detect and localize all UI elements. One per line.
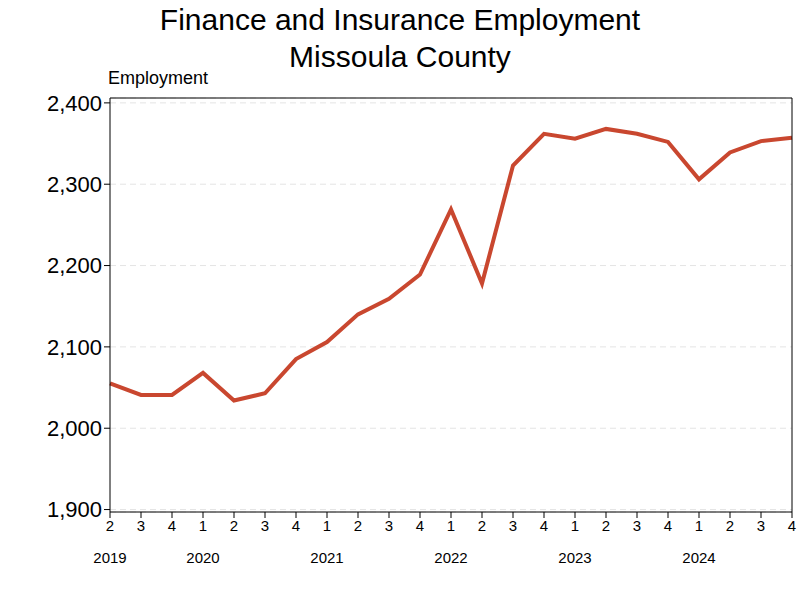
svg-text:2020: 2020 (186, 549, 219, 566)
svg-text:2,000: 2,000 (47, 416, 102, 441)
svg-text:1: 1 (695, 517, 703, 534)
svg-text:2,100: 2,100 (47, 335, 102, 360)
svg-text:4: 4 (664, 517, 672, 534)
svg-text:2: 2 (106, 517, 114, 534)
svg-text:1: 1 (199, 517, 207, 534)
svg-text:2021: 2021 (310, 549, 343, 566)
svg-text:3: 3 (385, 517, 393, 534)
svg-text:4: 4 (416, 517, 424, 534)
svg-text:4: 4 (168, 517, 176, 534)
svg-text:2019: 2019 (93, 549, 126, 566)
svg-text:2024: 2024 (682, 549, 715, 566)
svg-text:1: 1 (571, 517, 579, 534)
svg-text:2,300: 2,300 (47, 172, 102, 197)
svg-text:2: 2 (478, 517, 486, 534)
svg-text:3: 3 (137, 517, 145, 534)
svg-text:2: 2 (726, 517, 734, 534)
svg-text:1: 1 (447, 517, 455, 534)
svg-text:3: 3 (757, 517, 765, 534)
html-text:Employment: Employment (108, 68, 208, 88)
svg-text:4: 4 (788, 517, 792, 534)
svg-text:3: 3 (633, 517, 641, 534)
svg-text:3: 3 (509, 517, 517, 534)
html-text:Finance and Insurance Employme: Finance and Insurance Employment (159, 3, 641, 36)
html-text:Missoula County: Missoula County (289, 40, 511, 73)
svg-text:2022: 2022 (434, 549, 467, 566)
svg-text:1,900: 1,900 (47, 497, 102, 522)
svg-text:2023: 2023 (558, 549, 591, 566)
svg-text:2: 2 (230, 517, 238, 534)
svg-text:2: 2 (602, 517, 610, 534)
svg-text:2,400: 2,400 (47, 91, 102, 116)
svg-text:2,200: 2,200 (47, 253, 102, 278)
svg-text:2: 2 (354, 517, 362, 534)
svg-text:3: 3 (261, 517, 269, 534)
svg-text:4: 4 (292, 517, 300, 534)
svg-text:1: 1 (323, 517, 331, 534)
svg-text:4: 4 (540, 517, 548, 534)
